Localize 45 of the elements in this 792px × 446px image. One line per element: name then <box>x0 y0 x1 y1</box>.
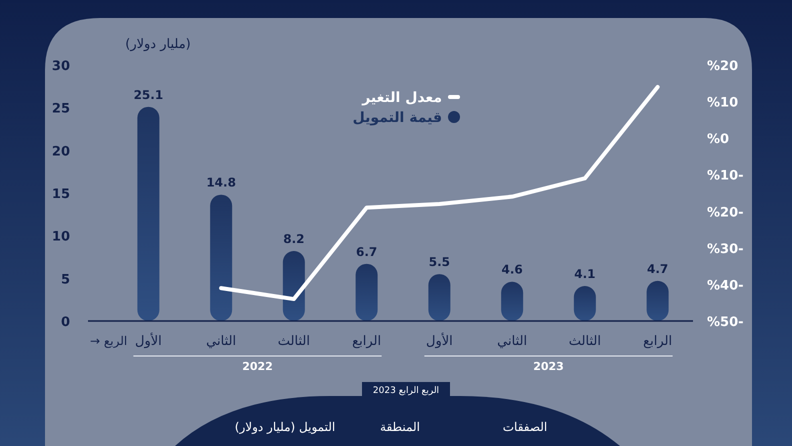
y-tick-label: 20 <box>52 144 70 160</box>
x-tick-label: الثاني <box>497 334 528 349</box>
y2-tick-label: %0 <box>707 132 730 148</box>
y-tick-label: 0 <box>60 315 70 330</box>
x-tick-label: الرابع <box>643 334 672 349</box>
text: 2023 <box>533 360 564 373</box>
y2-tick-label: %10 <box>707 96 738 111</box>
y-tick-label: 30 <box>52 59 70 74</box>
y-tick-label: 25 <box>52 102 70 117</box>
data-label: 14.8 <box>206 176 236 190</box>
data-label: 4.7 <box>646 262 668 276</box>
x-axis-title: → الربع <box>90 334 128 348</box>
data-label: 8.2 <box>283 232 305 246</box>
y2-tick-label: %40- <box>707 278 744 294</box>
y-tick-label: 15 <box>52 187 70 202</box>
bar <box>210 194 232 321</box>
data-label: 6.7 <box>356 244 378 259</box>
data-label: 25.1 <box>134 88 164 102</box>
y-axis-title: (مليار دولار) <box>125 37 191 52</box>
text: الصفقات <box>502 420 548 434</box>
bar <box>356 264 378 321</box>
data-label: 4.1 <box>574 267 596 282</box>
text: التمويل (مليار دولار) <box>234 420 336 434</box>
y-tick-label: 10 <box>52 230 70 245</box>
x-tick-label: الأول <box>426 332 453 349</box>
y2-tick-label: %30- <box>707 242 744 257</box>
x-tick-label: الثالث <box>278 334 310 349</box>
data-label: 4.6 <box>501 262 523 277</box>
legend-label: قيمة التمويل <box>352 110 442 126</box>
y2-tick-label: %50- <box>707 315 744 330</box>
x-tick-label: الأول <box>135 332 162 349</box>
x-tick-label: الثالث <box>568 334 601 349</box>
text: 2022 <box>242 360 273 373</box>
bar <box>428 274 450 321</box>
y2-tick-label: %10- <box>707 168 744 184</box>
text: الربع الرابع 2023 <box>372 386 440 396</box>
x-tick-label: الرابع <box>352 334 382 349</box>
bar <box>137 106 160 321</box>
y2-tick-label: %20 <box>707 59 738 74</box>
legend-label: معدل التغير <box>361 90 442 106</box>
x-tick-label: الثاني <box>206 334 236 349</box>
text: المنطقة <box>380 420 420 434</box>
y-tick-label: 5 <box>60 272 70 288</box>
y2-tick-label: %20- <box>707 205 744 220</box>
data-label: 5.5 <box>428 255 450 270</box>
